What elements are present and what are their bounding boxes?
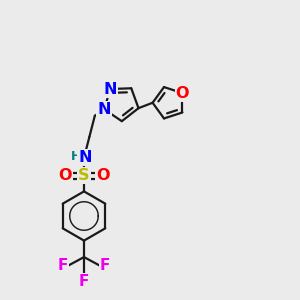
Text: F: F	[79, 274, 89, 290]
Text: N: N	[103, 82, 117, 97]
Text: N: N	[78, 150, 92, 165]
Text: N: N	[98, 102, 111, 117]
Text: O: O	[58, 168, 72, 183]
Text: O: O	[176, 85, 189, 100]
Text: F: F	[58, 258, 68, 273]
Text: S: S	[78, 168, 90, 183]
Text: F: F	[100, 258, 110, 273]
Text: O: O	[96, 168, 109, 183]
Text: H: H	[70, 150, 81, 164]
